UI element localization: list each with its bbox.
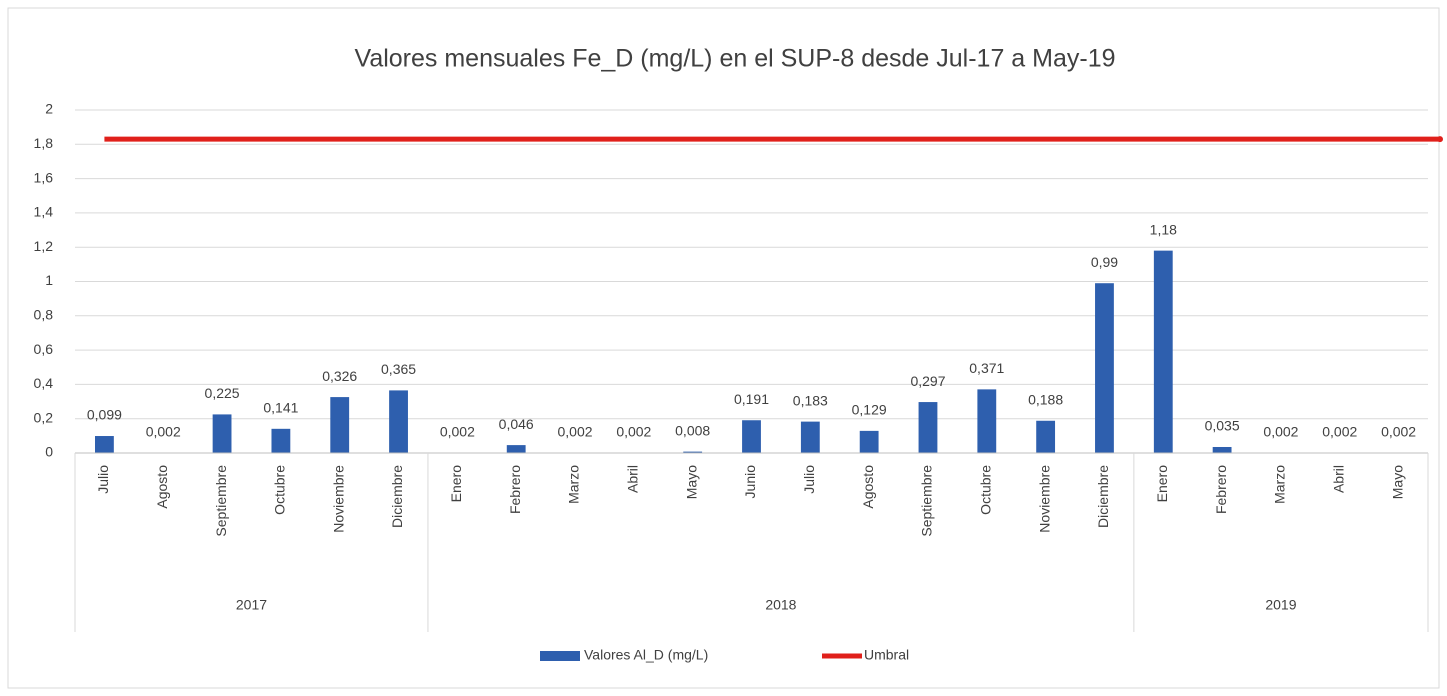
bar [742,420,761,453]
x-tick-label: Agosto [860,465,876,509]
x-tick-label: Mayo [683,465,699,499]
data-label: 0,326 [322,368,357,384]
chart-frame [7,7,1440,689]
x-tick-label: Octubre [978,465,994,515]
data-label: 0,002 [1381,423,1416,439]
x-tick-label: Junio [742,465,758,499]
data-label: 0,297 [910,373,945,389]
bar [800,421,820,453]
x-tick-label: Diciembre [1095,465,1111,528]
group-label: 2017 [236,597,267,613]
data-label: 0,141 [263,400,298,416]
x-tick-label: Enero [1154,465,1170,503]
bar [95,436,114,453]
legend-swatch [540,651,580,661]
data-label: 0,365 [381,361,416,377]
group-label: 2019 [1265,597,1296,613]
bar [506,445,526,453]
x-tick-label: Noviembre [330,465,346,533]
y-tick-label: 0,6 [34,341,54,357]
x-tick-label: Abril [625,465,641,493]
x-tick-label: Agosto [154,465,170,509]
bar [683,451,703,453]
bar [1095,283,1114,453]
bar [1153,250,1173,453]
x-tick-label: Marzo [566,465,582,504]
data-label: 0,225 [205,385,240,401]
x-tick-label: Noviembre [1036,465,1052,533]
bar [212,414,232,453]
data-label: 0,002 [146,423,181,439]
data-label: 0,188 [1028,391,1063,407]
x-tick-label: Abril [1330,465,1346,493]
x-tick-label: Febrero [507,465,523,514]
legend-label: Valores Al_D (mg/L) [584,647,708,663]
x-tick-label: Febrero [1213,465,1229,514]
group-label: 2018 [765,597,796,613]
legend-label: Umbral [864,647,909,663]
y-tick-label: 0,4 [34,375,54,391]
data-label: 0,371 [969,360,1004,376]
data-label: 0,002 [1263,423,1298,439]
data-label: 0,046 [499,416,534,432]
threshold-end [1437,136,1443,143]
bar [330,397,350,453]
y-tick-label: 1,4 [34,204,54,220]
data-label: 0,183 [793,392,828,408]
bar [1036,420,1056,453]
x-tick-label: Marzo [1272,465,1288,504]
data-label: 0,129 [852,402,887,418]
x-tick-label: Octubre [272,465,288,515]
bar [918,402,938,453]
y-tick-label: 1,8 [34,135,54,151]
y-tick-label: 0,8 [34,307,54,323]
y-tick-label: 0 [45,444,53,460]
data-label: 0,002 [1322,423,1357,439]
data-label: 0,191 [734,391,769,407]
x-tick-label: Septiembre [213,465,229,537]
data-label: 0,002 [557,423,592,439]
y-tick-label: 1 [45,272,53,288]
x-tick-label: Julio [801,465,817,494]
data-label: 0,008 [675,422,710,438]
x-tick-label: Mayo [1389,465,1405,499]
y-tick-label: 2 [45,101,53,117]
x-tick-label: Enero [448,465,464,503]
bar [859,430,879,453]
data-label: 1,18 [1150,221,1177,237]
bar [1212,446,1232,453]
data-label: 0,002 [616,423,651,439]
data-label: 0,002 [440,423,475,439]
bar [977,389,997,453]
data-label: 0,035 [1205,418,1240,434]
chart-title: Valores mensuales Fe_D (mg/L) en el SUP-… [355,45,1116,73]
y-tick-label: 0,2 [34,409,54,425]
y-tick-label: 1,2 [34,238,54,254]
x-tick-label: Septiembre [919,465,935,537]
x-tick-label: Diciembre [389,465,405,528]
data-label: 0,99 [1091,254,1118,270]
data-label: 0,099 [87,407,122,423]
bar [271,428,291,453]
x-tick-label: Julio [95,465,111,494]
bar [389,390,408,453]
y-tick-label: 1,6 [34,169,54,185]
